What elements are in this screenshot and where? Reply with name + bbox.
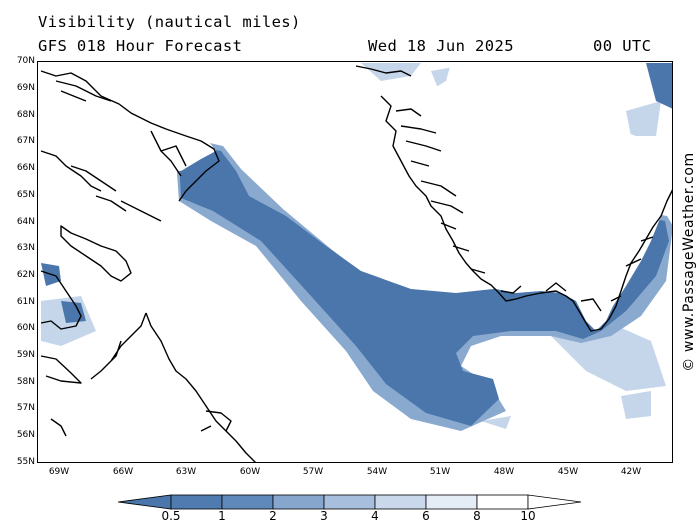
legend-swatch [527, 494, 582, 510]
coastlines [40, 65, 672, 462]
map-title: Visibility (nautical miles) [38, 13, 301, 31]
legend-label: 0.5 [161, 509, 181, 523]
legend-swatch [221, 494, 274, 510]
legend-label: 6 [422, 509, 430, 523]
lat-label: 58N [16, 377, 35, 387]
lon-label: 48W [493, 467, 515, 477]
legend-swatch [272, 494, 325, 510]
lat-label: 67N [16, 136, 35, 146]
lon-label: 57W [302, 467, 324, 477]
lon-label: 54W [366, 467, 388, 477]
lon-label: 60W [239, 467, 261, 477]
legend-swatch [425, 494, 478, 510]
lat-label: 56N [16, 430, 35, 440]
forecast-time: 00 UTC [593, 37, 652, 55]
visibility-legend [118, 494, 582, 510]
lat-label: 59N [16, 350, 35, 360]
legend-swatch [118, 494, 172, 510]
lat-label: 69N [16, 83, 35, 93]
forecast-date: Wed 18 Jun 2025 [368, 37, 514, 55]
lat-label: 61N [16, 297, 35, 307]
lat-label: 70N [16, 56, 35, 66]
legend-swatch [170, 494, 223, 510]
legend-swatch [323, 494, 376, 510]
legend-label: 2 [269, 509, 277, 523]
lat-label: 66N [16, 163, 35, 173]
lat-label: 64N [16, 217, 35, 227]
lon-label: 66W [112, 467, 134, 477]
lat-label: 63N [16, 243, 35, 253]
forecast-label: GFS 018 Hour Forecast [38, 37, 243, 55]
lat-label: 55N [16, 457, 35, 467]
land-masses [41, 63, 672, 331]
lon-label: 45W [557, 467, 579, 477]
visibility-map [40, 63, 672, 462]
lat-label: 68N [16, 110, 35, 120]
legend-label: 8 [473, 509, 481, 523]
lon-label: 63W [175, 467, 197, 477]
legend-label: 1 [218, 509, 226, 523]
lat-label: 65N [16, 190, 35, 200]
lat-label: 57N [16, 403, 35, 413]
lon-label: 51W [429, 467, 451, 477]
legend-label: 4 [371, 509, 379, 523]
legend-label: 10 [520, 509, 536, 523]
lon-label: 42W [620, 467, 642, 477]
map-area [37, 61, 673, 463]
copyright-text: © www.PassageWeather.com [681, 152, 697, 372]
legend-swatch [476, 494, 529, 510]
legend-swatch [374, 494, 427, 510]
lat-label: 60N [16, 323, 35, 333]
legend-label: 3 [320, 509, 328, 523]
lon-label: 69W [48, 467, 70, 477]
lat-label: 62N [16, 270, 35, 280]
